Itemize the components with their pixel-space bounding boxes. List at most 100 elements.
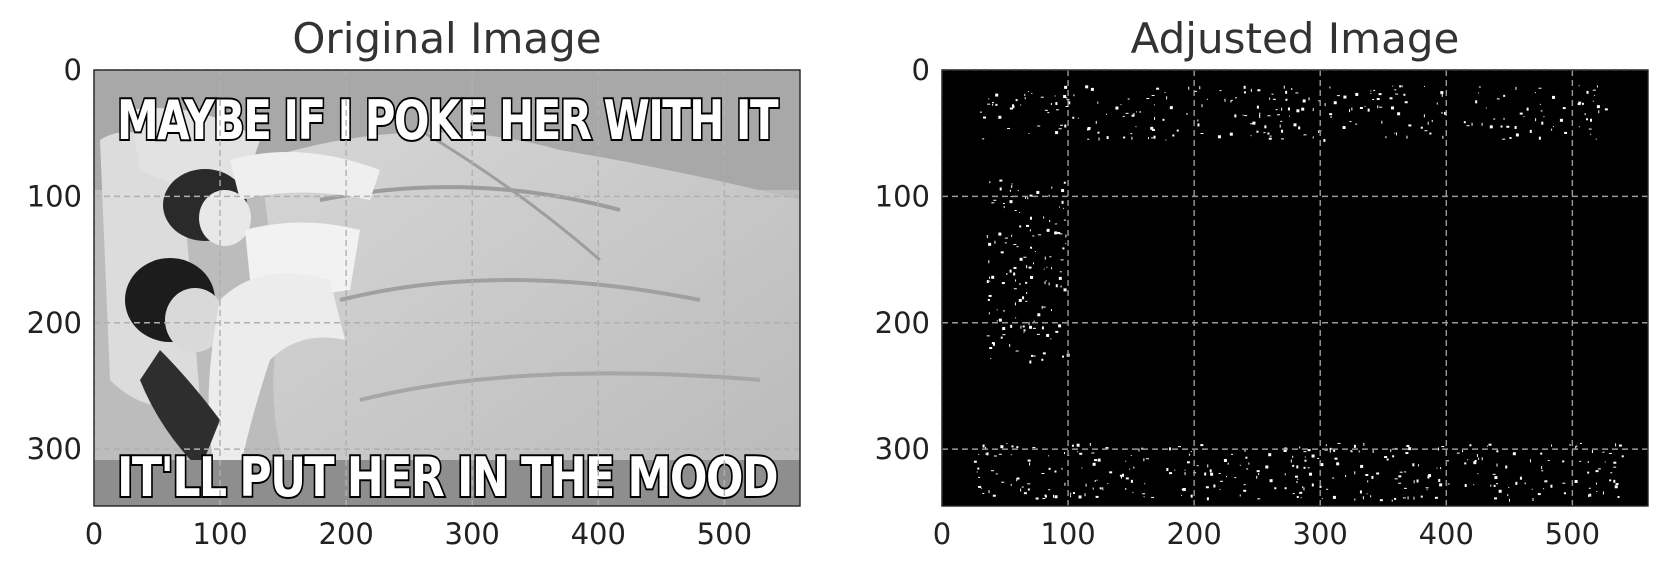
edge-pixel xyxy=(1471,122,1473,126)
edge-pixel xyxy=(1337,442,1341,444)
edge-pixel xyxy=(1046,228,1050,232)
edge-pixel xyxy=(1034,251,1036,253)
edge-pixel xyxy=(1496,463,1498,467)
edge-pixel xyxy=(990,358,992,360)
edge-pixel xyxy=(995,93,999,97)
edge-pixel xyxy=(1493,484,1496,487)
edge-pixel xyxy=(1476,454,1478,458)
edge-pixel xyxy=(1016,477,1020,480)
edge-pixel xyxy=(1015,350,1019,352)
edge-pixel xyxy=(1378,93,1382,96)
edge-pixel xyxy=(1234,114,1237,118)
edge-pixel xyxy=(1072,492,1075,495)
edge-pixel xyxy=(989,347,993,350)
edge-pixel xyxy=(1329,449,1331,453)
edge-pixel xyxy=(1477,473,1479,475)
edge-pixel xyxy=(1523,116,1525,118)
edge-pixel xyxy=(1506,125,1510,128)
edge-pixel xyxy=(1020,488,1022,492)
edge-pixel xyxy=(1125,112,1129,114)
edge-pixel xyxy=(990,470,994,472)
edge-pixel xyxy=(1345,475,1347,478)
edge-pixel xyxy=(1142,493,1146,495)
edge-pixel xyxy=(1107,483,1109,485)
edge-pixel xyxy=(1016,478,1018,482)
edge-pixel xyxy=(1417,464,1419,467)
edge-pixel xyxy=(1041,326,1044,330)
edge-pixel xyxy=(1002,334,1006,336)
edge-pixel xyxy=(1283,85,1285,89)
edge-pixel xyxy=(1046,266,1048,268)
edge-pixel xyxy=(1243,91,1246,94)
edge-pixel xyxy=(1587,461,1589,464)
edge-pixel xyxy=(1381,120,1383,124)
edge-pixel xyxy=(1269,479,1273,483)
edge-pixel xyxy=(1441,111,1443,114)
edge-pixel xyxy=(1403,487,1407,489)
edge-pixel xyxy=(1020,104,1022,106)
edge-pixel xyxy=(1186,461,1190,464)
edge-pixel xyxy=(1392,85,1394,87)
edge-pixel xyxy=(1145,458,1149,460)
edge-pixel xyxy=(1130,479,1133,483)
edge-pixel xyxy=(1085,85,1089,89)
edge-pixel xyxy=(1559,118,1563,122)
edge-pixel xyxy=(1226,476,1228,478)
edge-pixel xyxy=(1105,113,1107,115)
edge-pixel xyxy=(1596,105,1600,109)
edge-pixel xyxy=(1055,102,1058,106)
edge-pixel xyxy=(987,298,990,301)
original-image-title: Original Image xyxy=(292,14,601,63)
edge-pixel xyxy=(1132,491,1134,493)
edge-pixel xyxy=(1002,327,1006,331)
edge-pixel xyxy=(1309,472,1313,476)
edge-pixel xyxy=(1610,472,1613,474)
edge-pixel xyxy=(1231,453,1234,455)
edge-pixel xyxy=(1027,91,1029,93)
edge-pixel xyxy=(1444,111,1448,115)
edge-pixel xyxy=(1456,452,1460,454)
edge-pixel xyxy=(1332,495,1336,499)
edge-pixel xyxy=(1519,476,1522,480)
edge-pixel xyxy=(1032,327,1036,329)
edge-pixel xyxy=(1156,87,1160,90)
edge-pixel xyxy=(1061,189,1065,193)
edge-pixel xyxy=(1324,103,1326,107)
edge-pixel xyxy=(1440,467,1442,470)
edge-pixel xyxy=(1304,456,1306,458)
edge-pixel xyxy=(1248,462,1250,465)
edge-pixel xyxy=(1105,447,1109,450)
edge-pixel xyxy=(1371,475,1374,479)
edge-pixel xyxy=(1350,451,1353,453)
edge-pixel xyxy=(1032,447,1036,449)
edge-pixel xyxy=(1168,447,1171,451)
edge-pixel xyxy=(1055,330,1059,333)
edge-pixel xyxy=(1030,275,1034,279)
edge-pixel xyxy=(1578,101,1582,104)
edge-pixel xyxy=(1577,103,1581,106)
edge-pixel xyxy=(1508,498,1510,502)
edge-pixel xyxy=(1297,478,1299,480)
edge-pixel xyxy=(1515,481,1518,485)
edge-pixel xyxy=(1013,266,1017,269)
edge-pixel xyxy=(982,493,985,495)
edge-pixel xyxy=(1133,466,1135,469)
edge-pixel xyxy=(1027,483,1031,485)
original-ticks: 0 100 200 300 400 500 0 100 200 300 xyxy=(27,53,752,551)
edge-pixel xyxy=(1292,464,1295,467)
edge-pixel xyxy=(1578,126,1580,128)
edge-pixel xyxy=(1569,444,1572,446)
edge-pixel xyxy=(1063,207,1065,209)
edge-pixel xyxy=(1115,106,1119,110)
edge-pixel xyxy=(992,342,995,346)
edge-pixel xyxy=(1054,223,1056,225)
edge-pixel xyxy=(1502,138,1506,140)
edge-pixel xyxy=(993,455,997,457)
edge-pixel xyxy=(1349,109,1351,113)
edge-pixel xyxy=(977,467,980,470)
edge-pixel xyxy=(991,102,994,104)
edge-pixel xyxy=(1129,468,1131,470)
edge-pixel xyxy=(1333,101,1337,105)
edge-pixel xyxy=(1204,472,1207,476)
edge-pixel xyxy=(1267,132,1270,135)
